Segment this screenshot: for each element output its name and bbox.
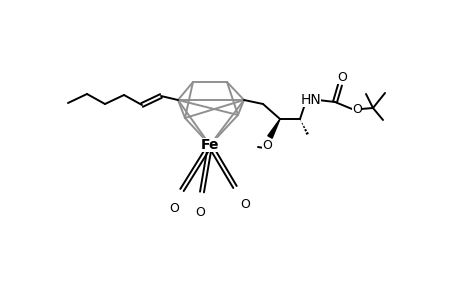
Text: O: O [169,202,179,214]
Text: Fe: Fe [200,138,219,152]
Text: O: O [336,70,346,83]
Polygon shape [267,119,280,138]
Text: O: O [262,139,271,152]
Text: O: O [351,103,361,116]
Text: O: O [195,206,205,218]
Text: HN: HN [300,93,321,107]
Text: O: O [240,199,249,212]
